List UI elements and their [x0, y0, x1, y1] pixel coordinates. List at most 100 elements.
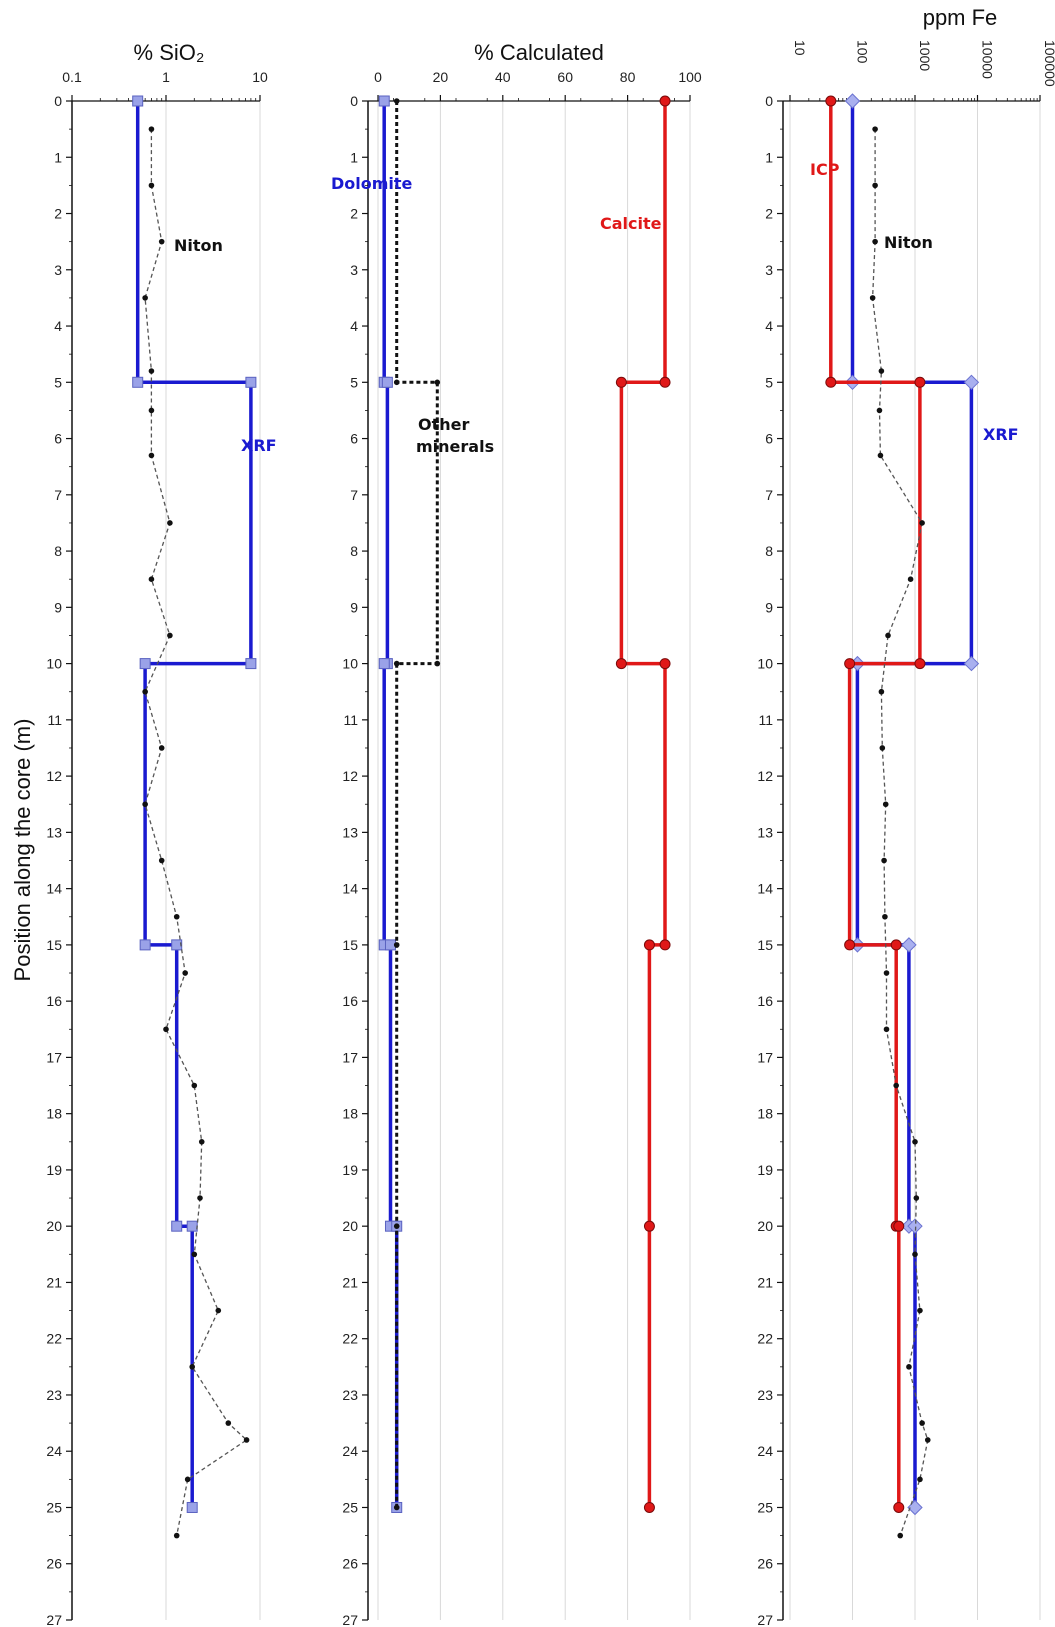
y-tick-label: 26: [342, 1556, 358, 1572]
data-point: [189, 1364, 196, 1370]
y-tick-label: 18: [757, 1106, 773, 1122]
y-tick-label: 3: [54, 262, 62, 278]
series-line: [382, 101, 399, 1508]
y-tick-label: 3: [350, 262, 358, 278]
data-point: [182, 970, 188, 976]
y-tick-label: 12: [757, 768, 773, 784]
data-point: [434, 660, 441, 667]
data-point: [878, 688, 885, 695]
y-tick-label: 4: [765, 318, 773, 334]
panel-calculated-title: % Calculated: [474, 40, 604, 65]
y-tick-label: 19: [46, 1162, 62, 1178]
annotation-icp: ICP: [810, 160, 840, 179]
y-tick-label: 3: [765, 262, 773, 278]
y-tick-label: 1: [54, 149, 62, 165]
annotation-xrf-fe: XRF: [983, 425, 1019, 444]
data-point: [844, 93, 861, 109]
data-point: [142, 688, 148, 695]
annotation-niton-sio2: Niton: [174, 236, 223, 255]
y-tick-label: 27: [46, 1612, 62, 1627]
data-point: [393, 379, 400, 386]
data-point: [393, 1223, 400, 1229]
y-tick-label: 10: [757, 656, 773, 672]
x-tick-label: 0: [374, 69, 382, 85]
y-tick-label: 1: [350, 149, 358, 165]
data-point: [844, 658, 856, 670]
x-tick-label: 80: [620, 69, 636, 85]
y-tick-label: 17: [342, 1049, 358, 1065]
data-point: [173, 913, 180, 920]
y-tick-label: 23: [342, 1387, 358, 1403]
y-tick-label: 12: [342, 768, 358, 784]
series-line: [395, 101, 439, 1508]
y-tick-label: 25: [342, 1499, 358, 1515]
y-tick-label: 24: [757, 1443, 773, 1459]
data-point: [885, 632, 891, 639]
data-point: [872, 126, 878, 132]
y-tick-label: 8: [54, 543, 62, 559]
panel-sio2-series: [132, 95, 257, 1539]
y-tick-label: 21: [342, 1274, 358, 1290]
data-point: [198, 1138, 205, 1145]
data-point: [615, 658, 627, 670]
x-tick-label: 100000: [1042, 40, 1055, 87]
y-tick-label: 13: [46, 824, 62, 840]
data-point: [879, 745, 886, 751]
x-tick-label: 20: [433, 69, 449, 85]
data-point: [825, 376, 837, 388]
y-tick-label: 27: [342, 1612, 358, 1627]
x-tick-label: 10000: [980, 40, 996, 79]
data-point: [148, 576, 155, 583]
y-tick-label: 17: [757, 1049, 773, 1065]
series-line: [135, 101, 253, 1508]
y-tick-label: 11: [758, 712, 773, 728]
y-tick-label: 23: [757, 1387, 773, 1403]
data-point: [148, 407, 155, 414]
data-point: [197, 1195, 203, 1201]
y-tick-label: 0: [765, 93, 773, 109]
y-tick-label: 19: [342, 1162, 358, 1178]
y-tick-label: 15: [46, 937, 62, 953]
data-point: [881, 857, 887, 864]
x-tick-label: 1: [162, 69, 170, 85]
data-point: [869, 295, 876, 301]
y-tick-label: 21: [757, 1274, 773, 1290]
data-point: [919, 520, 925, 526]
data-point: [883, 970, 890, 976]
data-point: [393, 1504, 400, 1511]
y-tick-label: 16: [46, 993, 62, 1009]
data-point: [907, 1499, 923, 1516]
data-point: [186, 1501, 198, 1513]
data-point: [243, 1437, 250, 1443]
y-tick-label: 11: [47, 712, 62, 728]
annotation-minerals: minerals: [416, 437, 494, 456]
data-point: [245, 658, 257, 670]
y-tick-label: 25: [757, 1499, 773, 1515]
y-tick-label: 5: [350, 374, 358, 390]
y-tick-label: 20: [46, 1218, 62, 1234]
data-point: [893, 1082, 899, 1089]
y-tick-label: 22: [757, 1331, 773, 1347]
data-point: [163, 1026, 169, 1033]
data-point: [434, 379, 441, 386]
y-tick-label: 7: [54, 487, 62, 503]
data-point: [245, 376, 257, 388]
data-point: [132, 376, 144, 388]
data-point: [893, 1501, 905, 1513]
data-point: [191, 1082, 198, 1089]
data-point: [191, 1251, 198, 1258]
panel-sio2-axes: 0.1 1 100123456789101112131415161718192021…: [46, 69, 268, 1627]
annotation-dolomite: Dolomite: [331, 174, 413, 193]
y-tick-label: 10: [46, 656, 62, 672]
data-point: [615, 376, 627, 388]
series-line: [850, 101, 974, 1508]
data-point: [659, 376, 671, 388]
y-tick-label: 14: [757, 881, 773, 897]
data-point: [643, 1501, 655, 1513]
y-tick-label: 9: [350, 599, 358, 615]
data-point: [148, 452, 155, 459]
data-point: [659, 939, 671, 951]
y-tick-label: 6: [54, 431, 62, 447]
data-point: [132, 95, 144, 107]
